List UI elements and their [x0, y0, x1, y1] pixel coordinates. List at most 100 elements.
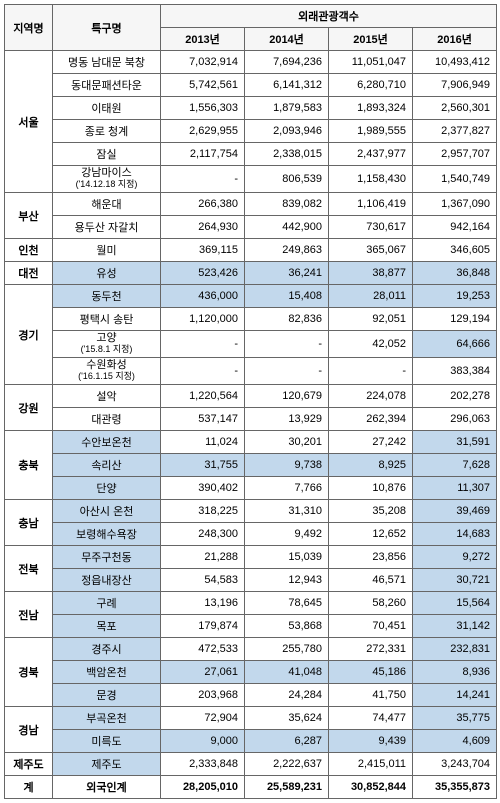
value-cell: 266,380	[161, 193, 245, 216]
value-cell: -	[161, 358, 245, 385]
district-cell: 동대문패션타운	[53, 74, 161, 97]
value-cell: 7,906,949	[413, 74, 497, 97]
value-cell: 8,925	[329, 454, 413, 477]
value-cell: 2,377,827	[413, 120, 497, 143]
district-cell: 잠실	[53, 143, 161, 166]
value-cell: 6,280,710	[329, 74, 413, 97]
region-cell: 경남	[5, 707, 53, 753]
value-cell: 203,968	[161, 684, 245, 707]
value-cell: 248,300	[161, 523, 245, 546]
region-cell: 제주도	[5, 753, 53, 776]
value-cell: -	[329, 358, 413, 385]
table-row: 인천월미369,115249,863365,067346,605	[5, 239, 497, 262]
table-row: 고양('15.8.1 지정)--42,05264,666	[5, 331, 497, 358]
value-cell: -	[245, 331, 329, 358]
value-cell: 11,024	[161, 431, 245, 454]
table-row: 정읍내장산54,58312,94346,57130,721	[5, 569, 497, 592]
value-cell: 23,856	[329, 546, 413, 569]
table-row: 문경203,96824,28441,75014,241	[5, 684, 497, 707]
district-cell: 경주시	[53, 638, 161, 661]
region-cell: 경기	[5, 285, 53, 385]
table-row: 미륵도9,0006,2879,4394,609	[5, 730, 497, 753]
value-cell: 1,556,303	[161, 97, 245, 120]
value-cell: 39,469	[413, 500, 497, 523]
value-cell: 27,242	[329, 431, 413, 454]
value-cell: 1,540,749	[413, 166, 497, 193]
value-cell: 30,201	[245, 431, 329, 454]
value-cell: 38,877	[329, 262, 413, 285]
value-cell: 35,208	[329, 500, 413, 523]
total-label: 외국인계	[53, 776, 161, 799]
district-cell: 월미	[53, 239, 161, 262]
value-cell: 1,879,583	[245, 97, 329, 120]
region-cell: 전남	[5, 592, 53, 638]
value-cell: 1,893,324	[329, 97, 413, 120]
value-cell: 2,338,015	[245, 143, 329, 166]
district-cell: 대관령	[53, 408, 161, 431]
region-cell: 서울	[5, 51, 53, 193]
district-cell: 백암온천	[53, 661, 161, 684]
district-cell: 부곡온천	[53, 707, 161, 730]
region-cell: 전북	[5, 546, 53, 592]
total-value: 28,205,010	[161, 776, 245, 799]
value-cell: 78,645	[245, 592, 329, 615]
total-value: 35,355,873	[413, 776, 497, 799]
value-cell: 9,492	[245, 523, 329, 546]
table-row: 평택시 송탄1,120,00082,83692,051129,194	[5, 308, 497, 331]
value-cell: 202,278	[413, 385, 497, 408]
value-cell: 129,194	[413, 308, 497, 331]
col-year-3: 2016년	[413, 28, 497, 51]
district-cell: 미륵도	[53, 730, 161, 753]
district-cell: 제주도	[53, 753, 161, 776]
value-cell: 72,904	[161, 707, 245, 730]
value-cell: 365,067	[329, 239, 413, 262]
value-cell: 839,082	[245, 193, 329, 216]
district-cell: 설악	[53, 385, 161, 408]
value-cell: 369,115	[161, 239, 245, 262]
value-cell: 436,000	[161, 285, 245, 308]
table-row: 전남구례13,19678,64558,26015,564	[5, 592, 497, 615]
value-cell: 45,186	[329, 661, 413, 684]
value-cell: 2,333,848	[161, 753, 245, 776]
table-row: 제주도제주도2,333,8482,222,6372,415,0113,243,7…	[5, 753, 497, 776]
value-cell: 2,117,754	[161, 143, 245, 166]
table-body: 서울명동 남대문 북창7,032,9147,694,23611,051,0471…	[5, 51, 497, 799]
col-group: 외래관광객수	[161, 5, 497, 28]
value-cell: 58,260	[329, 592, 413, 615]
total-region: 계	[5, 776, 53, 799]
value-cell: 30,721	[413, 569, 497, 592]
value-cell: 4,609	[413, 730, 497, 753]
value-cell: 255,780	[245, 638, 329, 661]
value-cell: 70,451	[329, 615, 413, 638]
district-cell: 아산시 온천	[53, 500, 161, 523]
total-value: 30,852,844	[329, 776, 413, 799]
value-cell: 1,106,419	[329, 193, 413, 216]
value-cell: 6,141,312	[245, 74, 329, 97]
value-cell: 249,863	[245, 239, 329, 262]
table-row: 서울명동 남대문 북창7,032,9147,694,23611,051,0471…	[5, 51, 497, 74]
table-row: 용두산 자갈치264,930442,900730,617942,164	[5, 216, 497, 239]
value-cell: 15,408	[245, 285, 329, 308]
district-cell: 수안보온천	[53, 431, 161, 454]
value-cell: 2,560,301	[413, 97, 497, 120]
value-cell: 262,394	[329, 408, 413, 431]
value-cell: 120,679	[245, 385, 329, 408]
value-cell: 346,605	[413, 239, 497, 262]
value-cell: 3,243,704	[413, 753, 497, 776]
value-cell: 296,063	[413, 408, 497, 431]
value-cell: 272,331	[329, 638, 413, 661]
value-cell: 383,384	[413, 358, 497, 385]
table-row: 전북무주구천동21,28815,03923,8569,272	[5, 546, 497, 569]
value-cell: 82,836	[245, 308, 329, 331]
table-row: 속리산31,7559,7388,9257,628	[5, 454, 497, 477]
value-cell: 1,120,000	[161, 308, 245, 331]
table-row: 동대문패션타운5,742,5616,141,3126,280,7107,906,…	[5, 74, 497, 97]
col-district: 특구명	[53, 5, 161, 51]
value-cell: -	[245, 358, 329, 385]
value-cell: 2,629,955	[161, 120, 245, 143]
total-value: 25,589,231	[245, 776, 329, 799]
district-cell: 명동 남대문 북창	[53, 51, 161, 74]
value-cell: 179,874	[161, 615, 245, 638]
value-cell: 14,241	[413, 684, 497, 707]
table-row: 강원설악1,220,564120,679224,078202,278	[5, 385, 497, 408]
